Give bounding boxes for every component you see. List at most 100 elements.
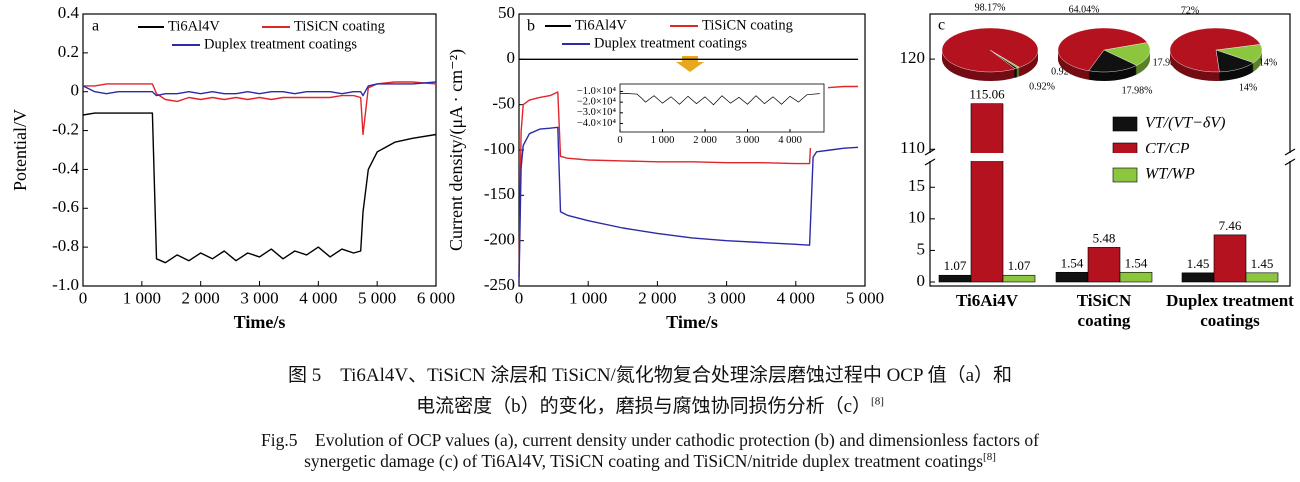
bar-value-label: 1.45	[1187, 256, 1210, 271]
x-tick-label: Duplex treatment coatings	[1166, 291, 1294, 330]
y-tick-label: −4.0×10⁴	[577, 118, 616, 129]
y-tick-label: -150	[484, 184, 515, 203]
y-tick-label: -100	[484, 139, 515, 158]
y-tick-label: −2.0×10⁴	[577, 97, 616, 108]
x-tick-label: 1 000	[651, 135, 675, 146]
bar	[1245, 272, 1279, 283]
panel-label: a	[92, 18, 99, 35]
bar-value-label: 1.07	[944, 258, 967, 273]
x-tick-label: 0	[515, 289, 524, 308]
panel-label: c	[938, 17, 945, 34]
bar-value-label: 1.07	[1008, 258, 1031, 273]
x-axis-label: Time/s	[666, 312, 718, 332]
y-tick-label: -0.4	[52, 158, 79, 177]
x-tick-label: 5 000	[358, 289, 396, 308]
pie-slice	[941, 27, 1039, 73]
legend-label: Duplex treatment coatings	[594, 35, 747, 51]
y-tick-label: −3.0×10⁴	[577, 107, 616, 118]
break-mark	[1284, 148, 1296, 156]
bar-value-label: 115.06	[969, 87, 1005, 102]
legend-label: Ti6Al4V	[168, 18, 220, 34]
legend-label: VT/(VT−δV)	[1145, 115, 1225, 132]
legend-swatch	[1112, 116, 1138, 132]
x-tick-label: 4 000	[299, 289, 337, 308]
pie-slice	[1169, 27, 1261, 73]
x-tick-label: 0	[617, 135, 622, 146]
x-tick-label: 3 000	[240, 289, 278, 308]
caption-zh-1: 图 5 Ti6Al4V、TiSiCN 涂层和 TiSiCN/氮化物复合处理涂层磨…	[0, 360, 1300, 387]
line-series	[518, 126, 859, 282]
caption-en-2: synergetic damage (c) of Ti6Al4V, TiSiCN…	[0, 451, 1300, 472]
y-tick-label: 110	[900, 138, 925, 157]
bar-value-label: 1.45	[1251, 256, 1274, 271]
bar	[1002, 274, 1036, 283]
caption-text: synergetic damage (c) of Ti6Al4V, TiSiCN…	[304, 451, 984, 471]
bar-value-label: 1.54	[1125, 255, 1148, 270]
x-tick-label: 0	[79, 289, 88, 308]
x-tick-label: 2 000	[693, 135, 717, 146]
legend-swatch	[1112, 167, 1138, 183]
bar	[970, 103, 1004, 283]
y-tick-label: -0.6	[52, 197, 79, 216]
x-tick-label: Ti6Ai4V	[955, 291, 1019, 310]
bar	[1055, 271, 1089, 283]
y-tick-label: -250	[484, 275, 515, 294]
y-tick-label: 0	[507, 48, 516, 67]
x-tick-label: 4 000	[778, 135, 802, 146]
y-tick-label: 10	[908, 208, 925, 227]
plot-frame	[619, 83, 825, 133]
bar-value-label: 7.46	[1219, 218, 1242, 233]
y-tick-label: 5	[917, 239, 926, 258]
y-tick-label: -200	[484, 230, 515, 249]
pie-value-label: 17.98%	[1153, 57, 1184, 68]
x-tick-label: 3 000	[736, 135, 760, 146]
y-tick-label: 120	[900, 48, 926, 67]
legend-label: Duplex treatment coatings	[204, 36, 357, 52]
pie-value-label: 14%	[1239, 82, 1257, 93]
bar	[1181, 272, 1215, 283]
pie-value-label: 0.92%	[1051, 66, 1077, 77]
axis-break	[924, 153, 1296, 161]
line-series	[82, 112, 437, 264]
panel-label: b	[527, 18, 535, 35]
pie-value-label: 14%	[1259, 57, 1277, 68]
x-tick-label: 5 000	[846, 289, 884, 308]
break-mark	[1284, 158, 1296, 166]
legend-label: Ti6Al4V	[575, 17, 627, 33]
line-series	[620, 93, 820, 106]
caption-ref: [8]	[871, 395, 884, 408]
legend-label: TiSiCN coating	[294, 18, 385, 34]
caption-ref: [8]	[983, 451, 996, 464]
y-tick-label: 0	[71, 81, 80, 100]
break-mark	[924, 158, 936, 166]
line-series	[83, 81, 437, 136]
legend-label: WT/WP	[1145, 166, 1195, 183]
y-tick-label: -0.2	[52, 119, 79, 138]
pie-value-label: 72%	[1181, 5, 1199, 16]
y-tick-label: −1.0×10⁴	[577, 86, 616, 97]
y-tick-label: 0	[917, 271, 926, 290]
pie-slice	[1057, 27, 1148, 71]
y-tick-label: 15	[908, 176, 925, 195]
bar-value-label: 5.48	[1093, 230, 1116, 245]
x-tick-label: TiSiCN coating	[1076, 291, 1132, 330]
x-tick-label: 2 000	[182, 289, 220, 308]
x-tick-label: 4 000	[777, 289, 815, 308]
caption-text: 图 5 Ti6Al4V、TiSiCN 涂层和 TiSiCN/氮化物复合处理涂层磨…	[287, 365, 1013, 386]
break-mark	[924, 148, 936, 156]
bar	[1119, 271, 1153, 283]
x-tick-label: 1 000	[123, 289, 161, 308]
y-tick-label: 0.2	[58, 42, 79, 61]
bar	[1213, 234, 1247, 283]
arrow	[676, 56, 704, 72]
pie-value-label: 64.04%	[1069, 4, 1100, 15]
plot-frame	[82, 13, 437, 287]
pie-slice	[1103, 42, 1151, 66]
x-axis-label: Time/s	[234, 312, 286, 332]
plot-frame	[929, 13, 1291, 287]
y-axis-label: Current density/(μA · cm⁻²)	[446, 49, 467, 251]
caption-en-1: Fig.5 Evolution of OCP values (a), curre…	[0, 427, 1300, 452]
bar	[1087, 247, 1121, 283]
